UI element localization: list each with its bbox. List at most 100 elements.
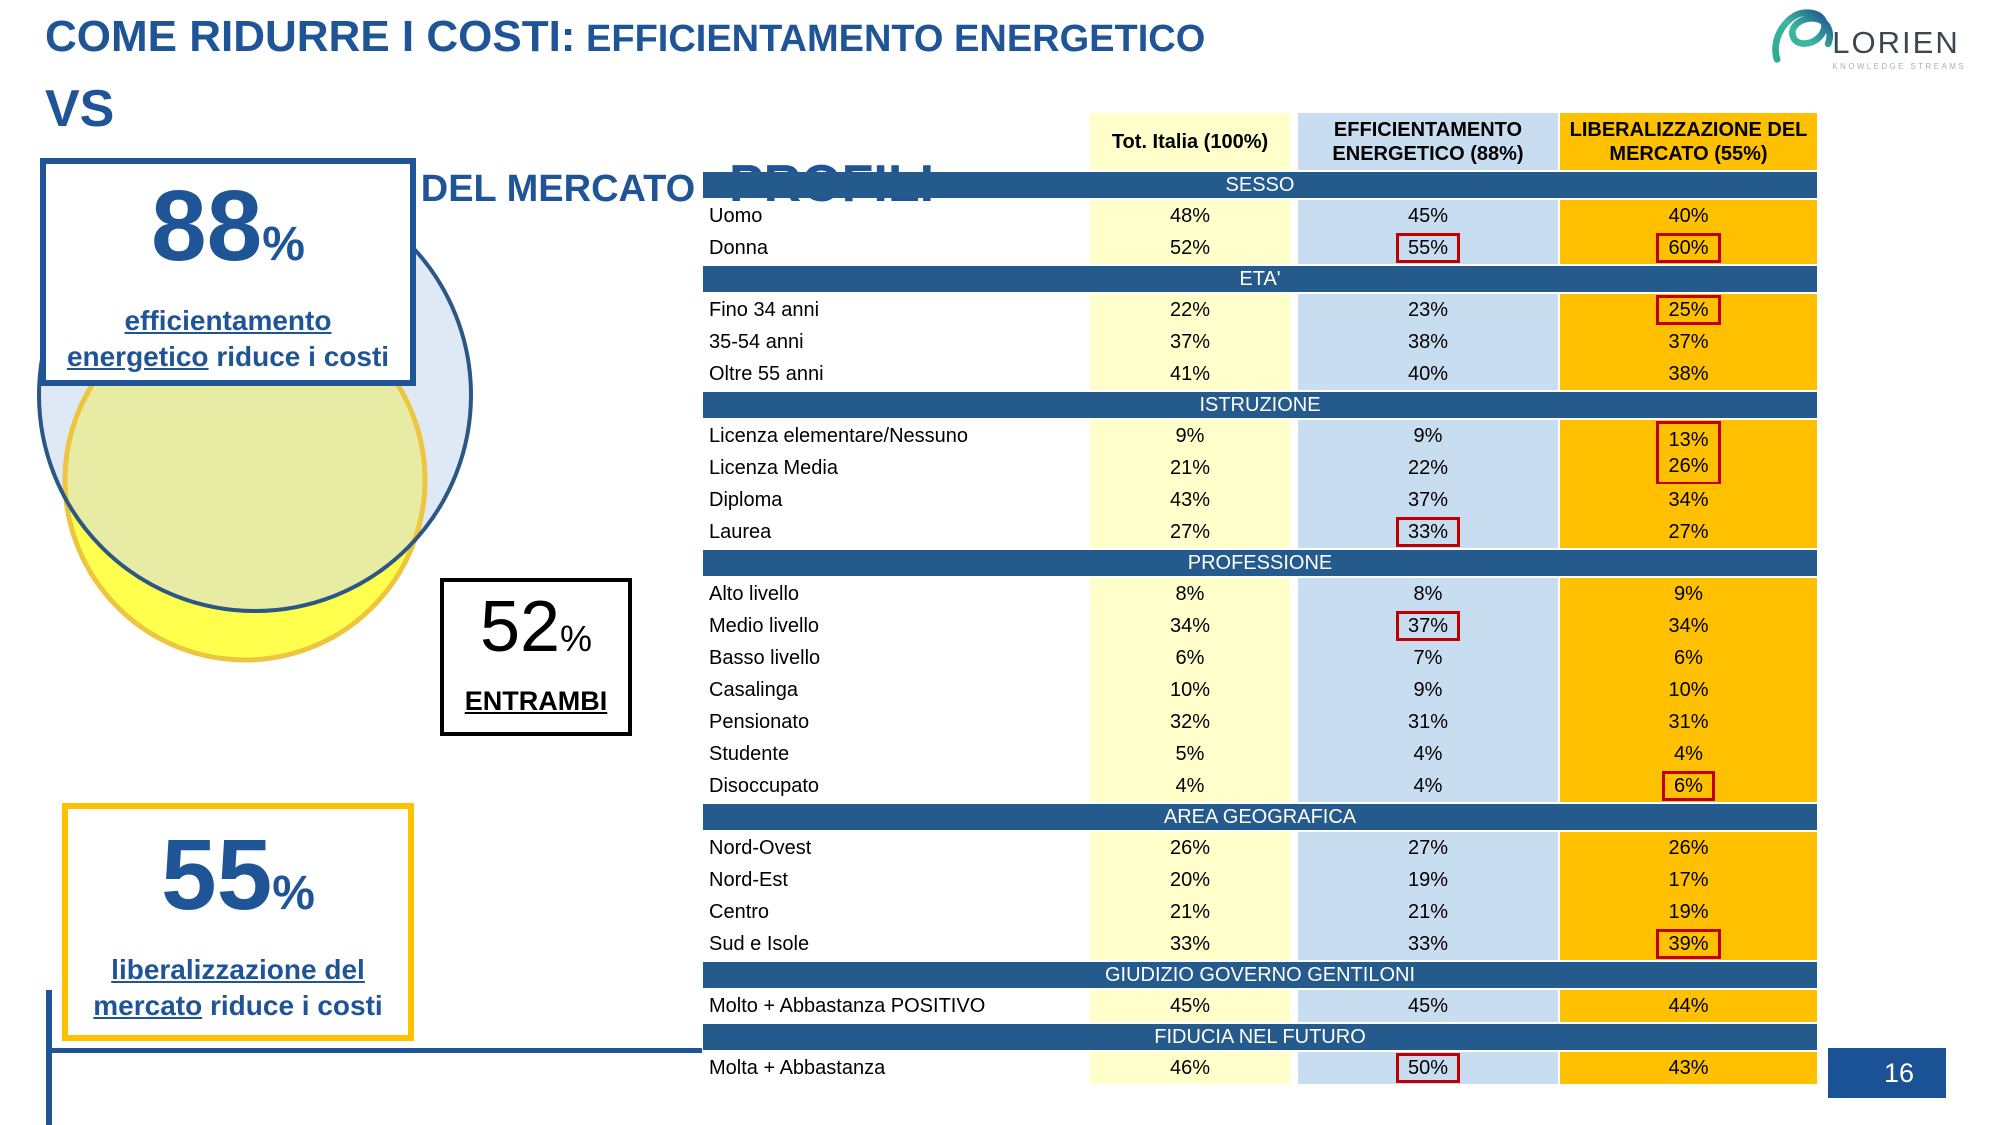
cell-efficientamento: 33% bbox=[1298, 928, 1558, 960]
callout-55-liberalizzazione: 55% liberalizzazione del mercato riduce … bbox=[62, 803, 414, 1041]
cell-tot-italia: 34% bbox=[1090, 610, 1290, 642]
row-label: Centro bbox=[709, 900, 770, 923]
cell-liberalizzazione: 27% bbox=[1560, 516, 1817, 548]
section-band: ISTRUZIONE bbox=[703, 392, 1817, 418]
cell-efficientamento: 37% bbox=[1298, 484, 1558, 516]
row-label: Basso livello bbox=[709, 646, 821, 669]
venn-overlap bbox=[65, 300, 425, 611]
row-label: Disoccupato bbox=[709, 774, 820, 797]
column-header-tot-italia: Tot. Italia (100%) bbox=[1090, 113, 1290, 170]
cell-tot-italia: 21% bbox=[1090, 452, 1290, 484]
cell-liberalizzazione: 37% bbox=[1560, 326, 1817, 358]
table-row: Fino 34 anni 22% 23% 25% bbox=[703, 294, 1817, 326]
cell-tot-italia: 5% bbox=[1090, 738, 1290, 770]
cell-efficientamento: 27% bbox=[1298, 832, 1558, 864]
cell-tot-italia: 33% bbox=[1090, 928, 1290, 960]
table-row: Oltre 55 anni 41% 40% 38% bbox=[703, 358, 1817, 390]
cell-liberalizzazione: 26% bbox=[1560, 832, 1817, 864]
cell-efficientamento: 9% bbox=[1298, 674, 1558, 706]
cell-tot-italia: 32% bbox=[1090, 706, 1290, 738]
table-row: Molto + Abbastanza POSITIVO 45% 45% 44% bbox=[703, 990, 1817, 1022]
cell-efficientamento: 45% bbox=[1298, 200, 1558, 232]
cell-efficientamento: 9% bbox=[1298, 420, 1558, 452]
row-label: Laurea bbox=[709, 520, 772, 543]
cell-efficientamento: 8% bbox=[1298, 578, 1558, 610]
cell-liberalizzazione: 4% bbox=[1560, 738, 1817, 770]
callout-55-value: 55% bbox=[161, 819, 315, 931]
table-row: Molta + Abbastanza 46% 50% 43% bbox=[703, 1052, 1817, 1084]
page-number: 16 bbox=[1883, 1057, 1914, 1088]
cell-tot-italia: 4% bbox=[1090, 770, 1290, 802]
cell-tot-italia: 27% bbox=[1090, 516, 1290, 548]
cell-efficientamento: 33% bbox=[1298, 516, 1558, 548]
highlight-red-box: 6% bbox=[1662, 771, 1715, 801]
row-label: Uomo bbox=[709, 204, 763, 227]
cell-tot-italia: 26% bbox=[1090, 832, 1290, 864]
table-row: Donna 52% 55% 60% bbox=[703, 232, 1817, 264]
title-part-2: EFFICIENTAMENTO ENERGETICO bbox=[575, 18, 1206, 60]
cell-liberalizzazione: 44% bbox=[1560, 990, 1817, 1022]
cell-tot-italia: 6% bbox=[1090, 642, 1290, 674]
row-label: Licenza elementare/Nessuno bbox=[709, 424, 969, 447]
row-label: Fino 34 anni bbox=[709, 298, 820, 321]
cell-efficientamento: 7% bbox=[1298, 642, 1558, 674]
table-row: Disoccupato 4% 4% 6% bbox=[703, 770, 1817, 802]
table-row: 35-54 anni 37% 38% 37% bbox=[703, 326, 1817, 358]
callout-88-caption: efficientamento energetico riduce i cost… bbox=[66, 305, 390, 372]
cell-liberalizzazione: 31% bbox=[1560, 706, 1817, 738]
callout-88-efficientamento: 88% efficientamento energetico riduce i … bbox=[40, 158, 416, 386]
title-part-3: VS bbox=[45, 80, 115, 138]
table-header-row: Tot. Italia (100%) EFFICIENTAMENTO ENERG… bbox=[703, 113, 1817, 170]
cell-efficientamento: 40% bbox=[1298, 358, 1558, 390]
highlight-red-box: 60% bbox=[1656, 233, 1721, 263]
cell-tot-italia: 48% bbox=[1090, 200, 1290, 232]
row-label: Nord-Ovest bbox=[709, 836, 812, 859]
logo-name: LORIEN bbox=[1832, 25, 1960, 60]
cell-liberalizzazione: 9% bbox=[1560, 578, 1817, 610]
bottom-horizontal-rule bbox=[46, 1048, 702, 1053]
row-label: Nord-Est bbox=[709, 868, 788, 891]
lorien-logo-icon bbox=[1768, 4, 1846, 71]
column-header-liberalizzazione: LIBERALIZZAZIONE DEL MERCATO (55%) bbox=[1560, 113, 1817, 170]
cell-liberalizzazione: 10% bbox=[1560, 674, 1817, 706]
cell-liberalizzazione: 34% bbox=[1560, 484, 1817, 516]
row-label: Molta + Abbastanza bbox=[709, 1056, 886, 1079]
cell-efficientamento: 4% bbox=[1298, 770, 1558, 802]
table-row: Uomo 48% 45% 40% bbox=[703, 200, 1817, 232]
section-band: AREA GEOGRAFICA bbox=[703, 804, 1817, 830]
row-label: Donna bbox=[709, 236, 768, 259]
table-row: Nord-Est 20% 19% 17% bbox=[703, 864, 1817, 896]
row-label: Pensionato bbox=[709, 710, 810, 733]
cell-efficientamento: 31% bbox=[1298, 706, 1558, 738]
logo-tagline: KNOWLEDGE STREAMS bbox=[1832, 62, 1966, 71]
section-band: PROFESSIONE bbox=[703, 550, 1817, 576]
page-number-badge: 16 bbox=[1828, 1048, 1946, 1098]
profile-table-body: SESSO Uomo 48% 45% 40% Donna 52% 55% 60% ETA' Fino… bbox=[703, 172, 1817, 1084]
title-part-1: COME RIDURRE I COSTI: bbox=[45, 12, 576, 61]
highlight-red-box: 50% bbox=[1395, 1053, 1461, 1083]
cell-tot-italia: 52% bbox=[1090, 232, 1290, 264]
table-row: Centro 21% 21% 19% bbox=[703, 896, 1817, 928]
cell-liberalizzazione: 60% bbox=[1560, 232, 1817, 264]
cell-liberalizzazione: 6% bbox=[1560, 770, 1817, 802]
highlight-red-box: 37% bbox=[1395, 611, 1461, 641]
cell-liberalizzazione: 17% bbox=[1560, 864, 1817, 896]
row-label: Diploma bbox=[709, 488, 783, 511]
callout-52-value: 52% bbox=[479, 587, 593, 667]
section-band: ETA' bbox=[703, 266, 1817, 292]
cell-liberalizzazione: 34% bbox=[1560, 610, 1817, 642]
highlight-red-box: 33% bbox=[1395, 517, 1461, 547]
row-label: Alto livello bbox=[709, 582, 800, 605]
cell-efficientamento: 55% bbox=[1298, 232, 1558, 264]
table-row: Nord-Ovest 26% 27% 26% bbox=[703, 832, 1817, 864]
cell-liberalizzazione: 19% bbox=[1560, 896, 1817, 928]
cell-liberalizzazione: 38% bbox=[1560, 358, 1817, 390]
callout-52-entrambi: 52% ENTRAMBI bbox=[440, 578, 632, 736]
row-label: Licenza Media bbox=[709, 456, 838, 479]
cell-tot-italia: 20% bbox=[1090, 864, 1290, 896]
lorien-logo: LORIEN KNOWLEDGE STREAMS bbox=[1768, 4, 1966, 71]
cell-tot-italia: 9% bbox=[1090, 420, 1290, 452]
highlight-red-box: 13% bbox=[1656, 420, 1721, 456]
table-row: Laurea 27% 33% 27% bbox=[703, 516, 1817, 548]
